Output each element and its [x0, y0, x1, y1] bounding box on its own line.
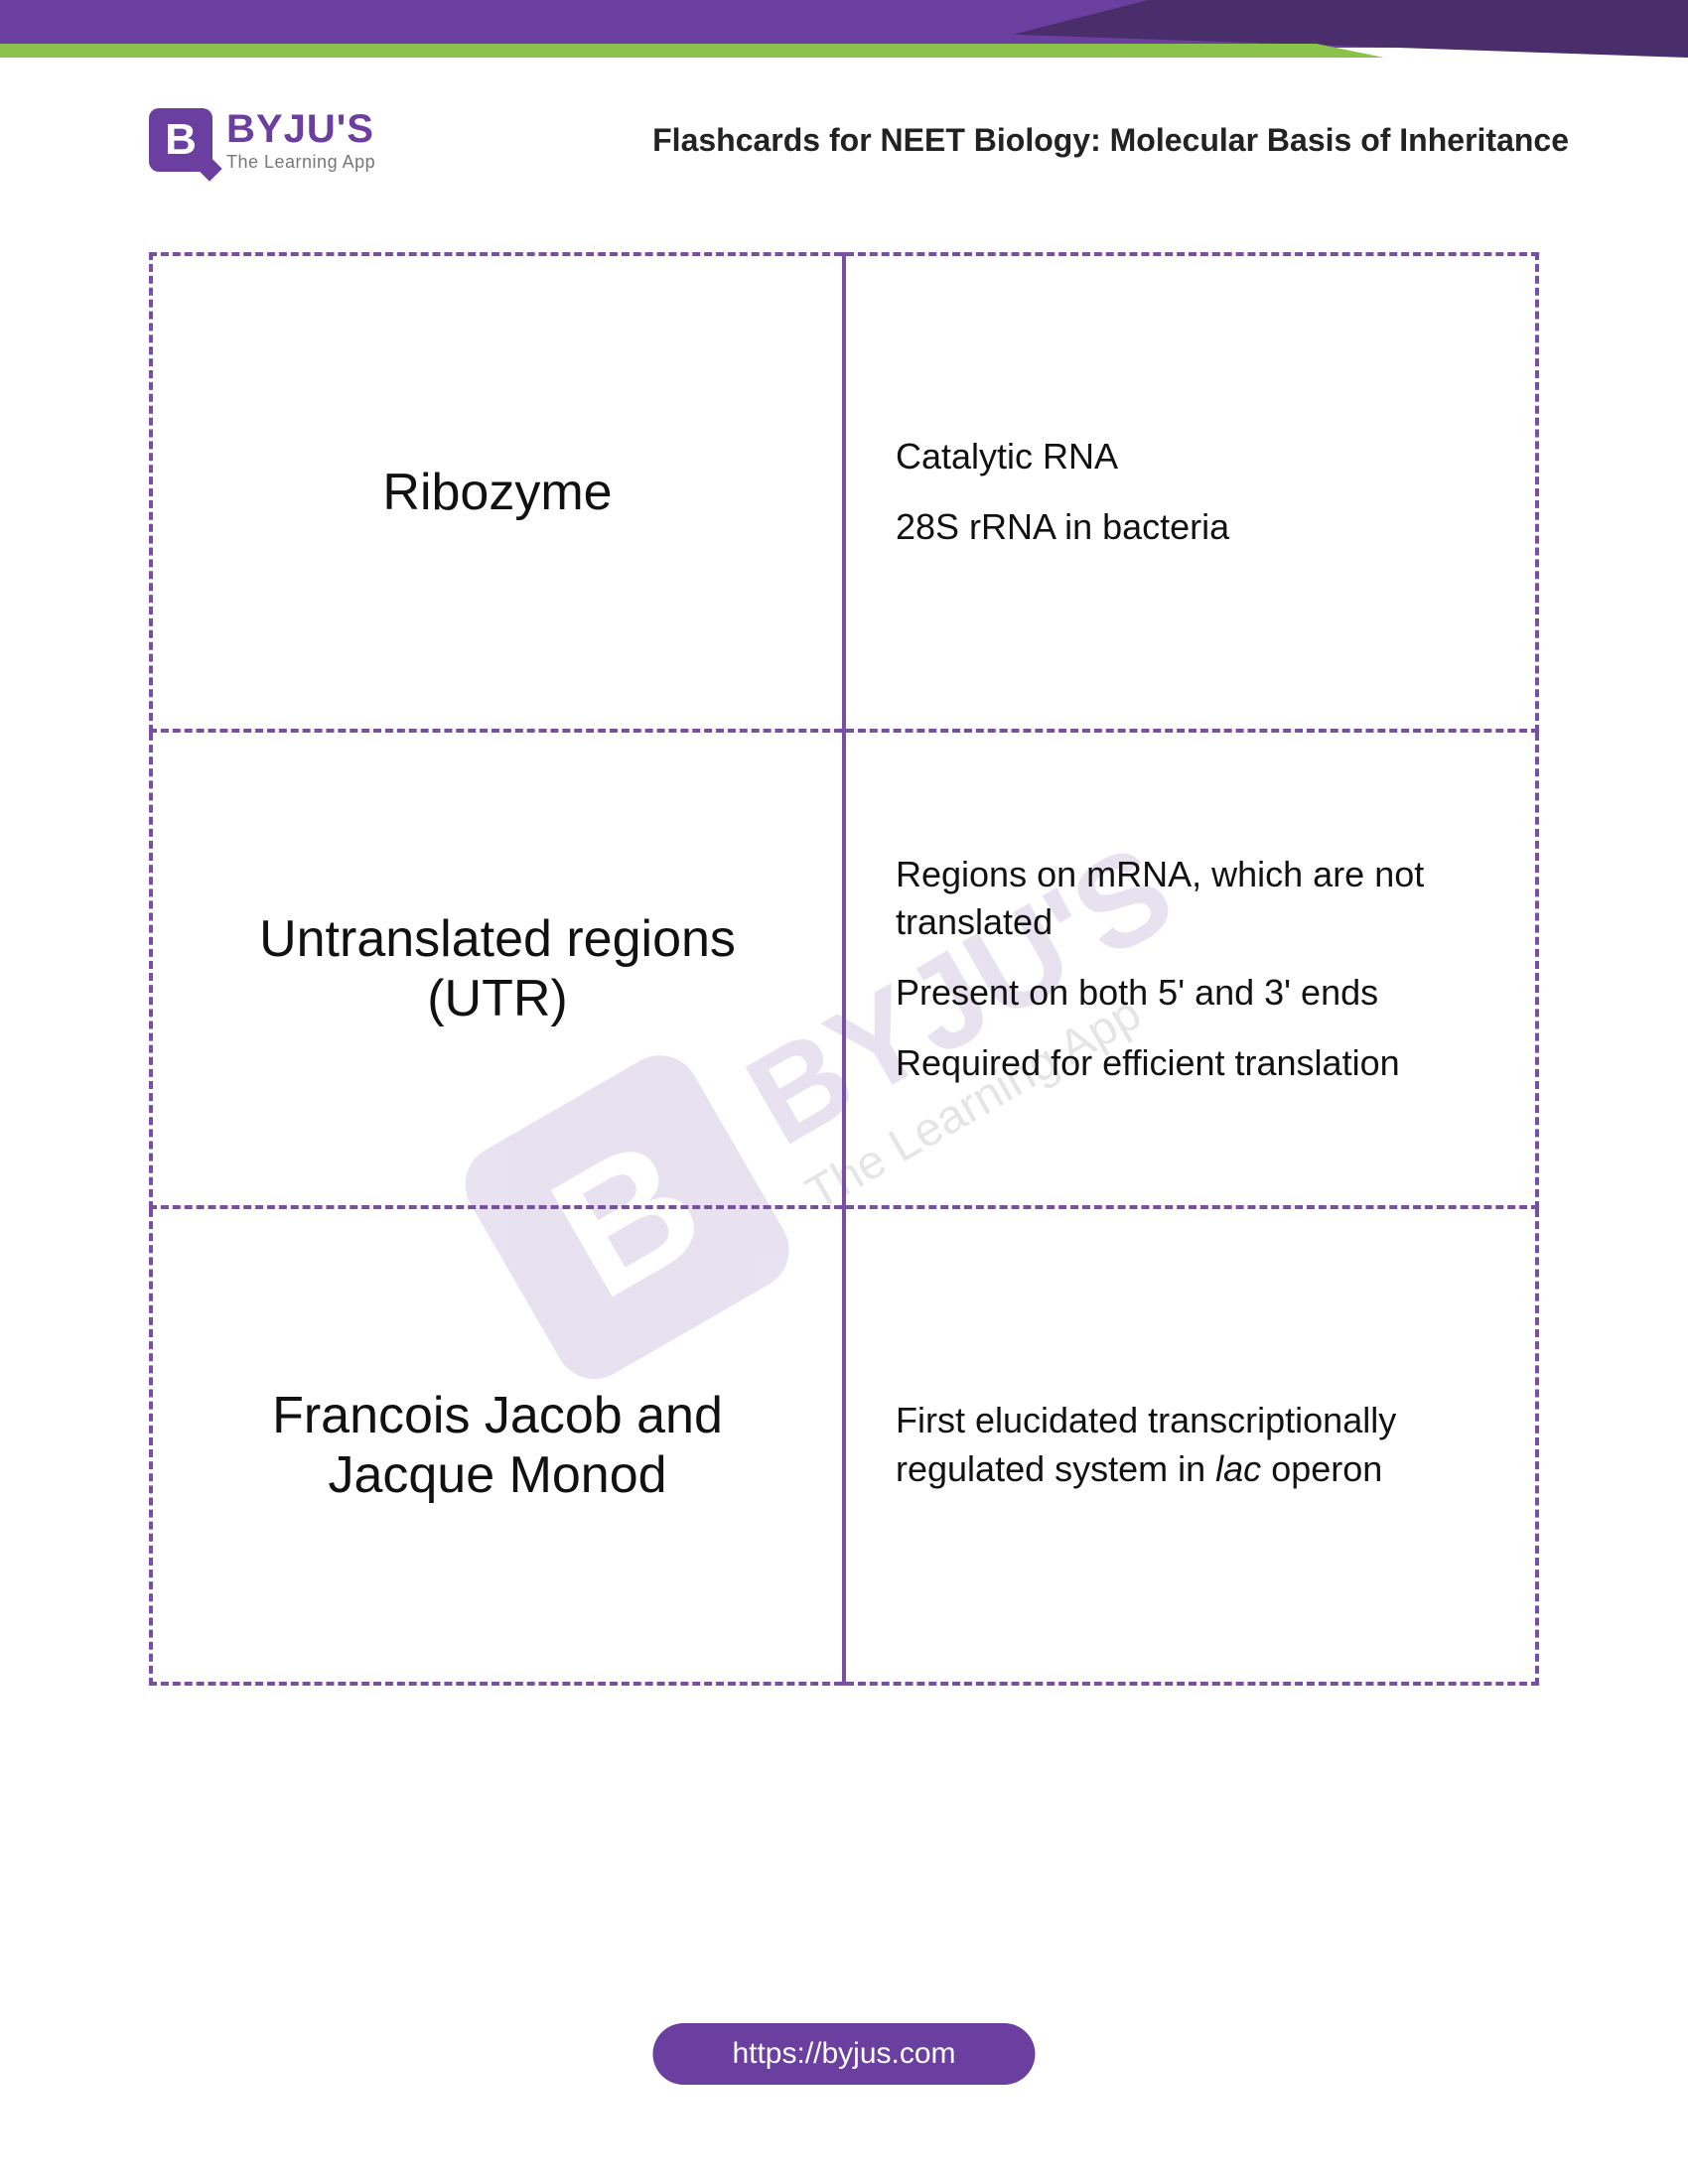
- flashcard-definition: Regions on mRNA, which are not translate…: [844, 731, 1537, 1207]
- flashcard-row: Untranslated regions (UTR) Regions on mR…: [151, 731, 1537, 1207]
- definition-line: Regions on mRNA, which are not translate…: [896, 851, 1485, 947]
- flashcard-row: Francois Jacob and Jacque Monod First el…: [151, 1207, 1537, 1684]
- logo-text: BYJU'S The Learning App: [226, 107, 375, 173]
- flashcard-term: Francois Jacob and Jacque Monod: [151, 1207, 844, 1684]
- brand-tagline: The Learning App: [226, 152, 375, 173]
- definition-line: Required for efficient translation: [896, 1039, 1485, 1088]
- definition-line: First elucidated transcriptionally regul…: [896, 1397, 1485, 1493]
- footer-url[interactable]: https://byjus.com: [652, 2023, 1035, 2085]
- page-title: Flashcards for NEET Biology: Molecular B…: [652, 122, 1569, 159]
- flashcard-term: Ribozyme: [151, 254, 844, 731]
- definition-line: 28S rRNA in bacteria: [896, 503, 1485, 552]
- flashcard-definition: Catalytic RNA 28S rRNA in bacteria: [844, 254, 1537, 731]
- brand-name: BYJU'S: [226, 107, 375, 152]
- top-banner: [0, 0, 1688, 48]
- flashcard-definition: First elucidated transcriptionally regul…: [844, 1207, 1537, 1684]
- flashcard-term: Untranslated regions (UTR): [151, 731, 844, 1207]
- logo-badge: B: [149, 108, 212, 172]
- header: B BYJU'S The Learning App Flashcards for…: [0, 48, 1688, 212]
- flashcard-row: Ribozyme Catalytic RNA 28S rRNA in bacte…: [151, 254, 1537, 731]
- logo: B BYJU'S The Learning App: [149, 107, 375, 173]
- flashcard-grid: Ribozyme Catalytic RNA 28S rRNA in bacte…: [149, 252, 1539, 1686]
- definition-line: Present on both 5' and 3' ends: [896, 969, 1485, 1018]
- definition-line: Catalytic RNA: [896, 433, 1485, 481]
